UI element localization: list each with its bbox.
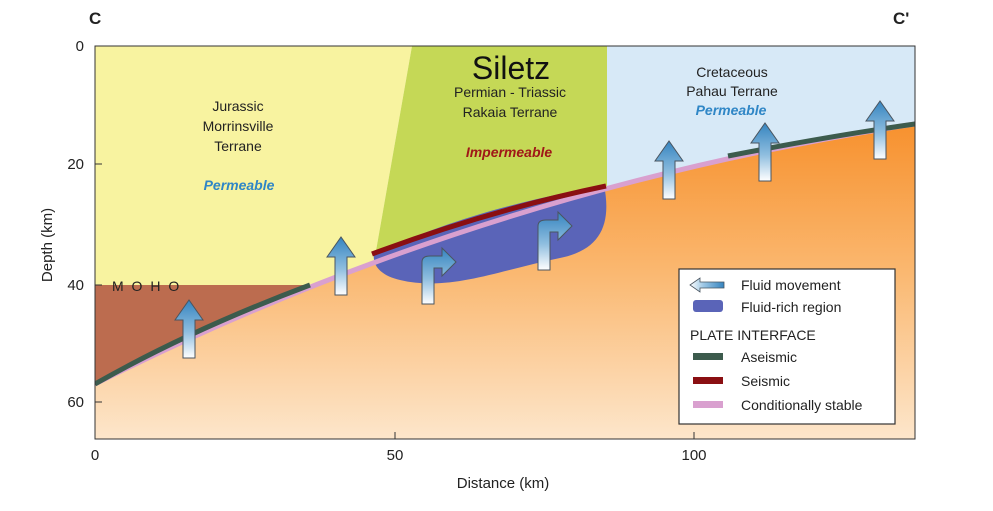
jurassic-terrane-region (95, 46, 412, 285)
section-start-label: C (89, 9, 101, 28)
legend-aseismic-swatch (693, 353, 723, 360)
region-label-line: Morrinsville (203, 118, 274, 134)
y-tick-label: 40 (67, 277, 84, 294)
y-axis-title: Depth (km) (39, 208, 56, 282)
x-tick-label: 0 (91, 447, 99, 464)
legend: Fluid movement Fluid-rich region PLATE I… (679, 269, 895, 424)
y-tick-label: 20 (67, 156, 84, 173)
region-label-line: Permian - Triassic (454, 84, 566, 100)
x-axis: 0 50 100 Distance (km) (91, 432, 707, 492)
permeability-label: Impermeable (466, 144, 553, 160)
legend-seismic-swatch (693, 377, 723, 384)
x-tick-label: 50 (387, 447, 404, 464)
y-axis: 0 20 40 60 Depth (km) (39, 38, 102, 411)
x-tick-label: 100 (681, 447, 706, 464)
siletz-title: Siletz (472, 50, 550, 86)
section-end-label: C' (893, 9, 909, 28)
region-label-line: Pahau Terrane (686, 83, 778, 99)
region-label-line: Terrane (214, 138, 262, 154)
legend-conditionally-stable-swatch (693, 401, 723, 408)
region-label-line: Rakaia Terrane (463, 104, 558, 120)
legend-plate-interface-heading: PLATE INTERFACE (690, 327, 816, 343)
legend-fluid-movement: Fluid movement (741, 277, 841, 293)
legend-fluid-rich: Fluid-rich region (741, 299, 841, 315)
permeability-label: Permeable (696, 102, 767, 118)
legend-aseismic: Aseismic (741, 349, 797, 365)
region-label-line: Cretaceous (696, 64, 768, 80)
region-label-line: Jurassic (212, 98, 263, 114)
cretaceous-terrane-label: Cretaceous Pahau Terrane Permeable (686, 64, 778, 118)
legend-fluid-rich-swatch (693, 300, 723, 312)
x-axis-title: Distance (km) (457, 475, 550, 492)
legend-seismic: Seismic (741, 373, 790, 389)
permeability-label: Permeable (204, 177, 275, 193)
y-tick-label: 0 (76, 38, 84, 55)
legend-conditionally-stable: Conditionally stable (741, 397, 863, 413)
y-tick-label: 60 (67, 394, 84, 411)
moho-label: M O H O (112, 278, 181, 294)
